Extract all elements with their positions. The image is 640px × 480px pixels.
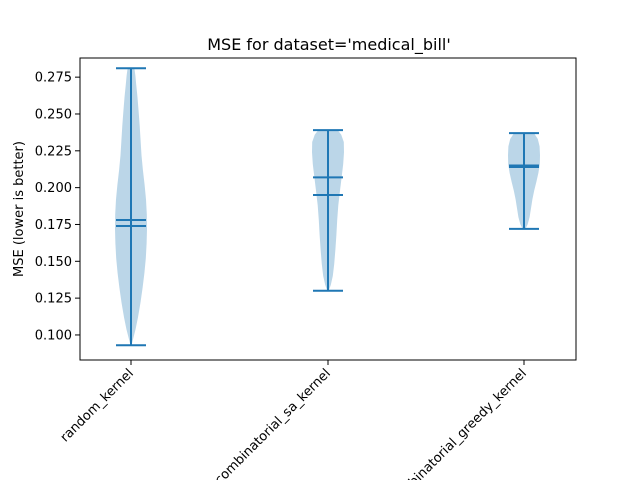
y-tick-label: 0.150 <box>35 255 72 270</box>
x-axis: random_kernel combinatorial_sa_kernel comb… <box>58 360 530 480</box>
y-tick-label: 0.225 <box>35 144 72 159</box>
y-tick-label: 0.100 <box>35 328 72 343</box>
violins-group <box>115 67 540 347</box>
y-tick-label: 0.200 <box>35 181 72 196</box>
x-tick-label: combinatorial_greedy_kernel <box>386 366 529 480</box>
chart-title: MSE for dataset='medical_bill' <box>207 35 451 55</box>
x-tick-label: combinatorial_sa_kernel <box>212 366 334 480</box>
y-tick-label: 0.175 <box>35 218 72 233</box>
y-axis: 0.100 0.125 0.150 0.175 0.200 0.225 0.250 0.275 <box>35 71 80 343</box>
y-tick-label: 0.275 <box>35 71 72 86</box>
violin-combinatorial_greedy_kernel <box>508 132 540 230</box>
y-tick-label: 0.250 <box>35 107 72 122</box>
x-tick-label: random_kernel <box>58 366 137 445</box>
y-tick-label: 0.125 <box>35 292 72 307</box>
y-axis-label: MSE (lower is better) <box>12 141 27 277</box>
violin-combinatorial_sa_kernel <box>312 129 344 292</box>
violin-random_kernel <box>115 67 147 347</box>
